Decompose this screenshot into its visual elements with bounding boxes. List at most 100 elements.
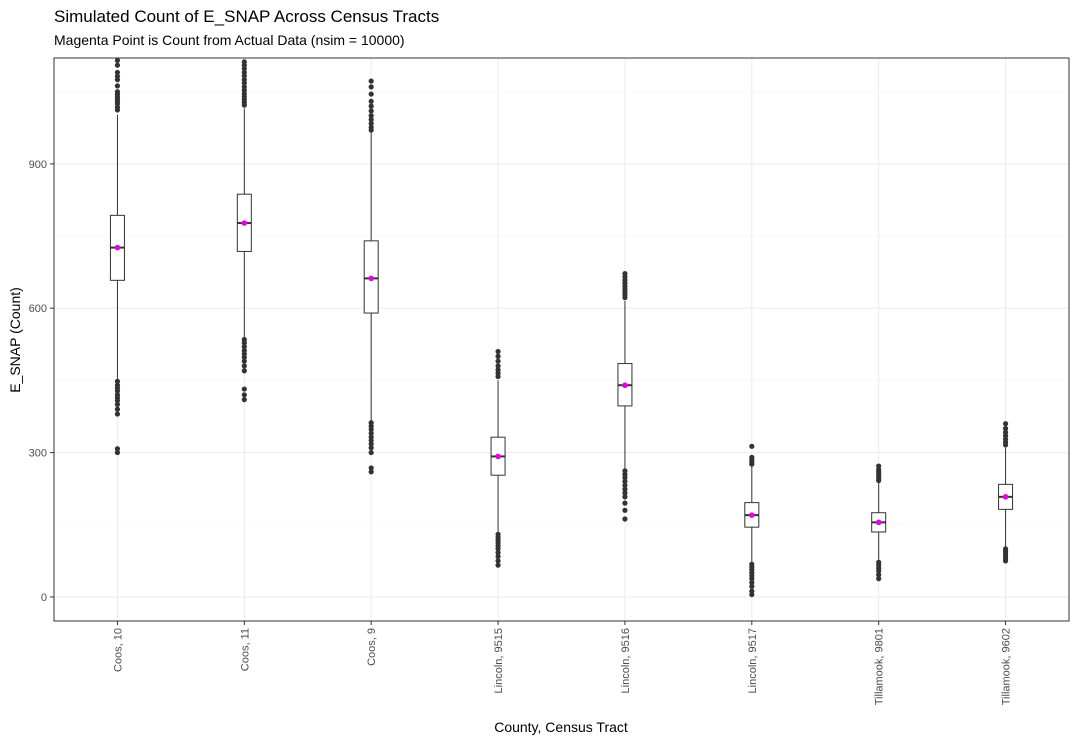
outlier-point bbox=[495, 553, 501, 560]
outlier-point bbox=[368, 465, 374, 471]
grid-layer bbox=[54, 58, 1069, 621]
outlier-point bbox=[114, 398, 121, 404]
x-tick-label: Tillamook, 9602 bbox=[1001, 628, 1013, 705]
box-5 bbox=[617, 270, 633, 522]
outlier-point bbox=[876, 568, 882, 574]
outlier-point bbox=[368, 449, 374, 456]
x-tick-label: Lincoln, 9515 bbox=[493, 628, 505, 693]
actual-data-point bbox=[495, 453, 501, 460]
outlier-point bbox=[876, 477, 882, 484]
outlier-point bbox=[1002, 421, 1009, 427]
actual-data-point bbox=[241, 220, 248, 226]
x-tick-label: Tillamook, 9801 bbox=[874, 628, 886, 705]
outlier-point bbox=[368, 127, 374, 133]
actual-data-point bbox=[622, 382, 628, 389]
outlier-point bbox=[622, 482, 628, 488]
outlier-point bbox=[622, 478, 628, 485]
outlier-point bbox=[241, 73, 247, 79]
outlier-point bbox=[368, 469, 374, 475]
x-axis-title: County, Census Tract bbox=[494, 719, 628, 735]
chart-subtitle: Magenta Point is Count from Actual Data … bbox=[54, 32, 405, 48]
outlier-point bbox=[114, 107, 121, 113]
outlier-point bbox=[622, 494, 628, 500]
x-axis: Coos, 10 Coos, 11 Coos, 9 Lincoln, 9515 Linc… bbox=[112, 621, 1013, 705]
outlier-point bbox=[1002, 442, 1009, 448]
panel-border bbox=[53, 57, 1070, 622]
actual-data-point bbox=[368, 275, 374, 282]
outlier-point bbox=[495, 348, 501, 355]
outlier-point bbox=[241, 80, 247, 86]
outlier-point bbox=[114, 449, 121, 456]
x-tick-label: Lincoln, 9517 bbox=[747, 628, 759, 693]
y-tick-label: 900 bbox=[29, 159, 47, 171]
y-axis: 0 300 600 900 bbox=[29, 159, 54, 604]
outlier-point bbox=[495, 358, 501, 364]
outlier-point bbox=[241, 397, 247, 403]
outlier-point bbox=[241, 344, 247, 350]
outlier-point bbox=[114, 406, 121, 412]
outlier-point bbox=[114, 446, 121, 452]
y-axis-title: E_SNAP (Count) bbox=[7, 287, 23, 393]
x-tick-label: Lincoln, 9516 bbox=[620, 628, 632, 693]
outlier-point bbox=[749, 579, 755, 586]
outlier-point bbox=[495, 353, 501, 359]
outlier-point bbox=[495, 550, 501, 556]
outlier-point bbox=[241, 386, 247, 392]
outlier-point bbox=[622, 500, 628, 506]
actual-data-point bbox=[749, 512, 755, 518]
outlier-point bbox=[622, 295, 628, 301]
actual-data-point bbox=[875, 519, 882, 526]
x-tick-label: Coos, 9 bbox=[366, 628, 378, 666]
outlier-point bbox=[749, 583, 755, 589]
outlier-point bbox=[241, 354, 247, 360]
x-tick-label: Coos, 11 bbox=[239, 628, 251, 671]
outlier-point bbox=[495, 363, 501, 369]
outlier-point bbox=[368, 120, 374, 127]
box-3 bbox=[363, 78, 379, 475]
outlier-point bbox=[1002, 425, 1009, 432]
actual-data-point bbox=[1002, 494, 1009, 500]
y-tick-label: 0 bbox=[41, 592, 47, 604]
outlier-point bbox=[114, 378, 121, 384]
box-2 bbox=[236, 59, 252, 403]
y-tick-label: 600 bbox=[29, 303, 47, 315]
outlier-point bbox=[114, 388, 121, 394]
outlier-point bbox=[495, 562, 501, 568]
outlier-point bbox=[114, 411, 121, 417]
outlier-point bbox=[241, 358, 247, 364]
outlier-point bbox=[368, 426, 374, 433]
boxes-layer bbox=[109, 57, 1014, 598]
outlier-point bbox=[368, 91, 374, 97]
chart-title: Simulated Count of E_SNAP Across Census … bbox=[54, 7, 439, 26]
x-tick-label: Coos, 10 bbox=[112, 628, 124, 672]
box-4 bbox=[490, 348, 506, 568]
outlier-point bbox=[114, 77, 121, 83]
outlier-point bbox=[114, 83, 121, 89]
outlier-point bbox=[368, 113, 374, 119]
outlier-point bbox=[114, 57, 121, 64]
y-tick-label: 300 bbox=[29, 448, 47, 460]
outlier-point bbox=[241, 65, 247, 72]
outlier-point bbox=[241, 392, 247, 398]
outlier-point bbox=[876, 576, 882, 582]
outlier-point bbox=[368, 98, 374, 104]
outlier-point bbox=[622, 516, 628, 522]
outlier-point bbox=[241, 340, 247, 346]
box-7 bbox=[871, 463, 887, 582]
outlier-point bbox=[495, 373, 501, 380]
outlier-point bbox=[368, 103, 374, 109]
outlier-point bbox=[241, 363, 247, 369]
outlier-point bbox=[368, 78, 374, 84]
outlier-point bbox=[749, 576, 755, 582]
outlier-point bbox=[622, 490, 628, 496]
outlier-point bbox=[241, 102, 247, 108]
box-8 bbox=[998, 421, 1014, 564]
outlier-point bbox=[749, 443, 755, 449]
outlier-point bbox=[368, 84, 374, 90]
outlier-point bbox=[368, 430, 374, 436]
plot-panel bbox=[53, 57, 1070, 622]
outlier-point bbox=[241, 368, 247, 374]
outlier-point bbox=[622, 475, 628, 481]
outlier-point bbox=[114, 401, 121, 408]
